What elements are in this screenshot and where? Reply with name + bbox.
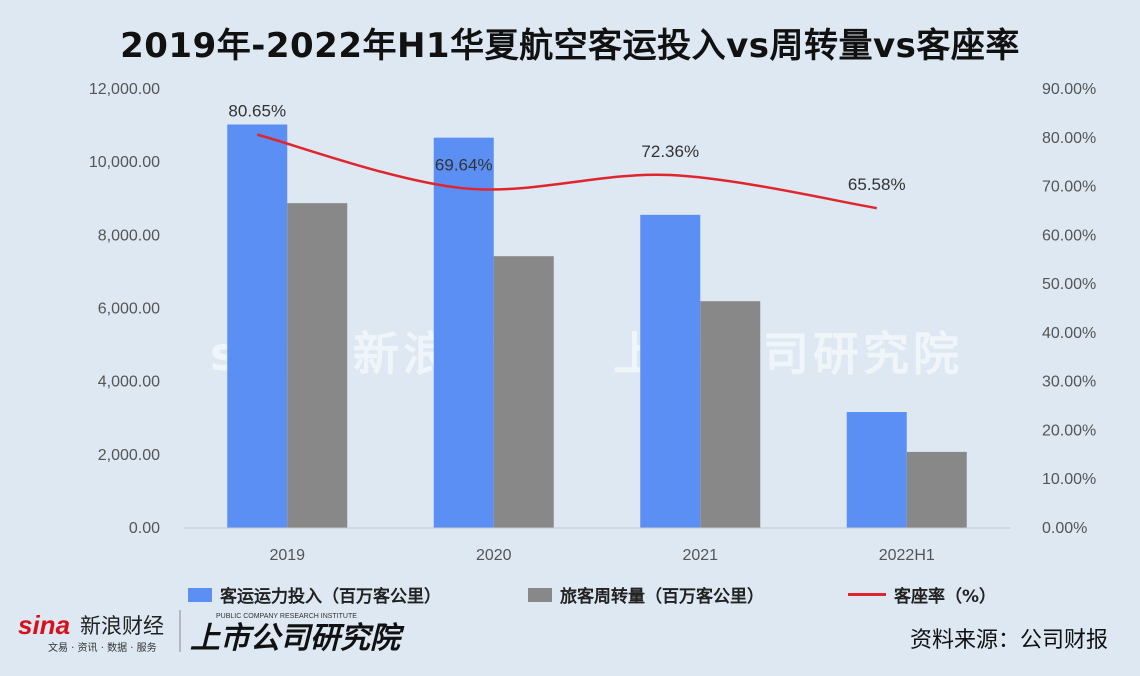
y-right-tick-label: 20.00%: [1042, 422, 1096, 439]
bar-capacity: [227, 124, 288, 528]
data-label-load-factor: 80.65%: [228, 102, 286, 121]
bar-turnover: [700, 301, 761, 528]
bar-capacity: [433, 137, 494, 529]
legend: 客运运力投入（百万客公里） 旅客周转量（百万客公里） 客座率（%）: [0, 582, 1140, 607]
x-tick-label: 2021: [682, 547, 718, 564]
source-note: 资料来源：公司财报: [909, 628, 1108, 653]
footer-logo-text: 新浪财经: [80, 614, 164, 638]
y-left-tick-label: 6,000.00: [98, 301, 160, 318]
data-label-load-factor: 69.64%: [435, 155, 493, 174]
legend-item-load-factor: 客座率（%）: [848, 582, 996, 607]
y-right-tick-label: 90.00%: [1042, 81, 1096, 98]
y-right-tick-label: 10.00%: [1042, 471, 1096, 488]
y-right-tick-label: 60.00%: [1042, 227, 1096, 244]
bar-capacity: [846, 412, 907, 528]
x-tick-label: 2019: [269, 547, 305, 564]
chart-title: 2019年-2022年H1华夏航空客运投入vs周转量vs客座率: [120, 26, 1020, 66]
y-left-tick-label: 10,000.00: [89, 154, 160, 171]
y-right-tick-label: 80.00%: [1042, 130, 1096, 147]
y-right-tick-label: 70.00%: [1042, 179, 1096, 196]
y-left-tick-label: 4,000.00: [98, 374, 160, 391]
research-logo-text: 上市公司研究院: [190, 621, 405, 656]
series-line-load-factor: [256, 133, 877, 210]
sina-logo-icon: sina: [18, 610, 70, 640]
y-left-tick-label: 2,000.00: [98, 447, 160, 464]
footer-logo-sub: 文易 · 资讯 · 数据 · 服务: [48, 641, 157, 654]
x-tick-label: 2020: [476, 547, 512, 564]
y-right-tick-label: 50.00%: [1042, 276, 1096, 293]
bar-turnover: [287, 203, 348, 528]
bar-turnover: [493, 256, 554, 528]
legend-label-capacity: 客运运力投入（百万客公里）: [220, 587, 441, 607]
legend-swatch-capacity: [188, 587, 212, 602]
x-tick-label: 2022H1: [879, 547, 935, 564]
legend-item-turnover: 旅客周转量（百万客公里）: [528, 582, 764, 607]
research-sub: PUBLIC COMPANY RESEARCH INSTITUTE: [216, 613, 357, 620]
chart: 0.00 2,000.00 4,000.00 6,000.00 8,000.00 10,0…: [89, 81, 1096, 564]
y-right-tick-label: 30.00%: [1042, 374, 1096, 391]
y-right-tick-label: 0.00%: [1042, 520, 1087, 537]
y-left-tick-label: 0.00: [129, 520, 160, 537]
bar-turnover: [906, 451, 967, 528]
data-label-load-factor: 72.36%: [641, 142, 699, 161]
footer-logos: sina 新浪财经 文易 · 资讯 · 数据 · 服务 PUBLIC COMPA…: [18, 606, 438, 656]
y-right-tick-label: 40.00%: [1042, 325, 1096, 342]
data-label-load-factor: 65.58%: [848, 175, 906, 194]
legend-swatch-turnover: [528, 587, 552, 602]
legend-swatch-load-factor: [848, 593, 886, 596]
legend-label-load-factor: 客座率（%）: [894, 587, 997, 607]
legend-label-turnover: 旅客周转量（百万客公里）: [560, 587, 764, 607]
bar-capacity: [640, 214, 701, 528]
y-left-tick-label: 12,000.00: [89, 81, 160, 98]
legend-item-capacity: 客运运力投入（百万客公里）: [188, 582, 441, 607]
y-left-tick-label: 8,000.00: [98, 227, 160, 244]
